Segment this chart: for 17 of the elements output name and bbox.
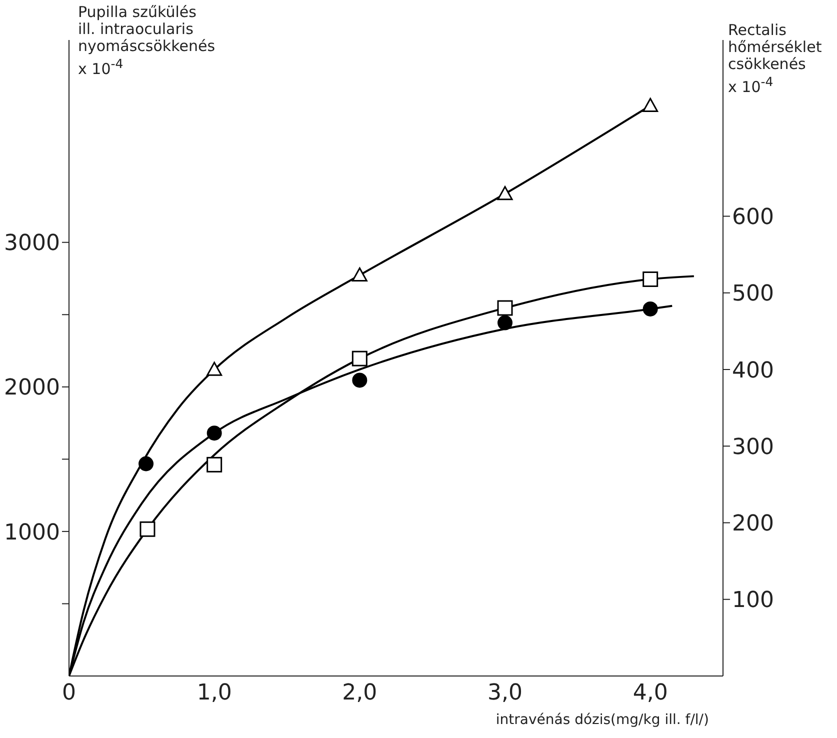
y2-tick-label: 500: [732, 282, 774, 307]
y2-tick-label: 100: [732, 588, 774, 614]
y2-axis-title: Rectalis hőmérséklet csökkenés x 10$^{-4}$: [728, 21, 822, 96]
x-tick-label: 4,0: [632, 680, 668, 706]
y-tick-label: 3000: [4, 231, 60, 256]
x-tick-label: 0: [62, 680, 76, 706]
y2-tick-label: 300: [732, 434, 774, 460]
y-tick-label: 1000: [4, 520, 60, 546]
y2-tick-label: 400: [732, 358, 774, 384]
y-tick-label: 2000: [4, 376, 60, 401]
y2-tick-label: 600: [732, 205, 774, 230]
y2-tick-label: 200: [732, 512, 774, 537]
y-axis-title: Pupilla szűkülés ill. intraocularis nyomáscsökkenés x 10$^{-4}$: [78, 3, 216, 78]
x-tick-label: 3,0: [488, 680, 522, 706]
x-tick-label: 1,0: [196, 680, 232, 706]
x-tick-label: 2,0: [342, 680, 378, 706]
x-axis-title: intravénás dózis(mg/kg ill. f/l/): [496, 712, 709, 728]
